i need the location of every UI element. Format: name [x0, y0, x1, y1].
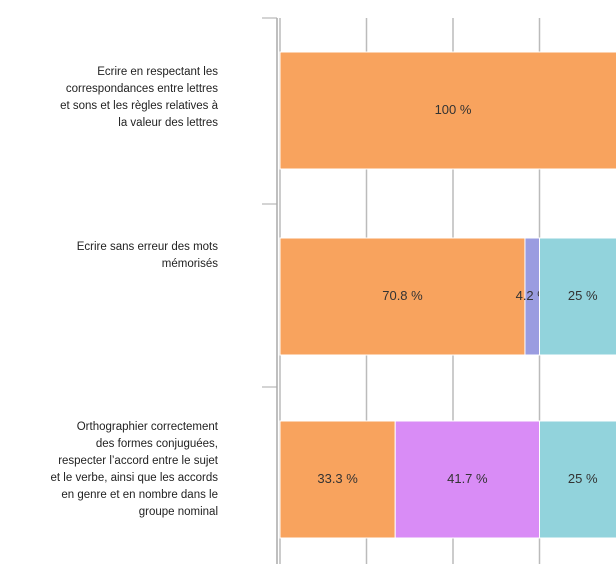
value-label: 25 % — [568, 288, 598, 303]
category-label: groupe nominal — [139, 506, 218, 518]
category-label: et le verbe, ainsi que les accords — [51, 472, 219, 484]
category-label: des formes conjuguées, — [96, 438, 218, 450]
value-label: 33.3 % — [317, 471, 358, 486]
bar-segment — [539, 420, 616, 539]
value-label: 100 % — [435, 102, 472, 117]
bar-segment — [279, 237, 526, 356]
category-label: et sons et les règles relatives à — [60, 100, 218, 112]
bar-segment — [279, 420, 396, 539]
category-label: la valeur des lettres — [118, 117, 218, 129]
category-label: en genre et en nombre dans le — [61, 489, 218, 501]
category-label: Ecrire sans erreur des mots — [77, 241, 218, 253]
category-label: mémorisés — [162, 258, 218, 270]
bar-segment — [279, 51, 616, 170]
value-label: 70.8 % — [382, 288, 423, 303]
value-label: 41.7 % — [447, 471, 488, 486]
value-label: 25 % — [568, 471, 598, 486]
bar-segment — [394, 420, 540, 539]
category-label: Orthographier correctement — [77, 421, 219, 433]
category-label: correspondances entre lettres — [66, 83, 218, 95]
category-label: Ecrire en respectant les — [97, 66, 218, 78]
category-label: respecter l’accord entre le sujet — [58, 455, 219, 467]
bar-segment — [539, 237, 616, 356]
